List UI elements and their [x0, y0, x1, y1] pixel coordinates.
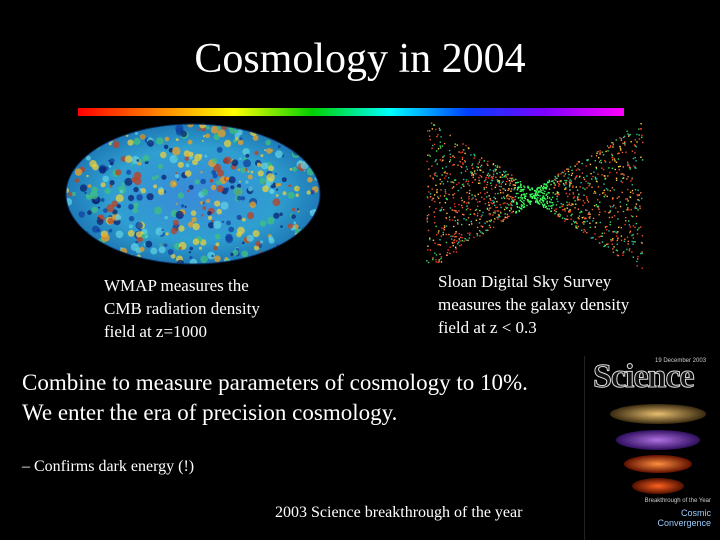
- wmap-caption-line: field at z=1000: [104, 322, 208, 341]
- sdss-caption-line: Sloan Digital Sky Survey: [438, 272, 612, 291]
- cover-masthead: Science: [593, 358, 696, 396]
- bullet-point: – Confirms dark energy (!): [22, 458, 195, 475]
- wmap-caption-line: WMAP measures the: [104, 276, 249, 295]
- sdss-caption: Sloan Digital Sky Survey measures the ga…: [438, 270, 708, 339]
- cover-headline-2: Convergence: [657, 518, 711, 528]
- science-magazine-cover: 19 December 2003 Science Breakthrough of…: [584, 356, 715, 540]
- body-line-1: Combine to measure parameters of cosmolo…: [22, 370, 528, 395]
- body-line-2: We enter the era of precision cosmology.: [22, 400, 398, 425]
- wmap-cmb-sky-map: [65, 123, 321, 265]
- sdss-caption-line: field at z < 0.3: [438, 318, 537, 337]
- cover-headline-1: Cosmic: [680, 508, 711, 518]
- rainbow-divider: [78, 108, 624, 116]
- cover-disk-stack-illustration: [610, 404, 706, 494]
- cover-kicker: Breakthrough of the Year: [644, 498, 711, 504]
- wmap-caption-line: CMB radiation density: [104, 299, 260, 318]
- cover-date: 19 December 2003: [655, 358, 707, 364]
- sdss-caption-line: measures the galaxy density: [438, 295, 630, 314]
- wmap-caption: WMAP measures the CMB radiation density …: [104, 274, 344, 343]
- sdss-galaxy-map: [424, 120, 644, 270]
- footer-caption: 2003 Science breakthrough of the year: [275, 504, 523, 521]
- slide-title: Cosmology in 2004: [194, 36, 526, 82]
